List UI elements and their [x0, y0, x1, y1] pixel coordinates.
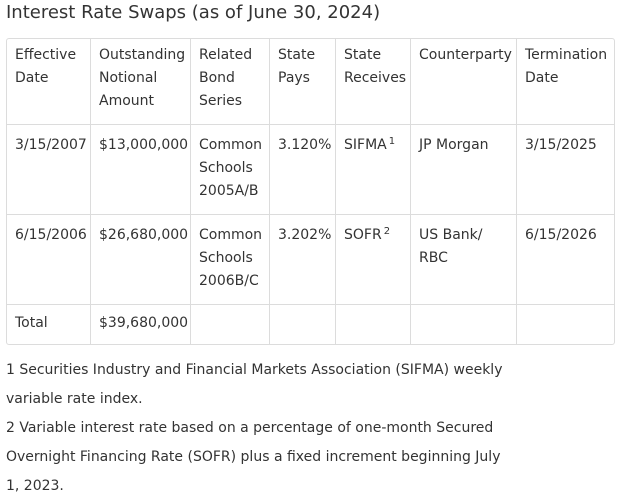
cell-state-pays: 3.120%: [270, 125, 336, 215]
interest-rate-swaps-table: Effective Date Outstanding Notional Amou…: [6, 38, 615, 345]
header-termination-date: Termination Date: [517, 39, 614, 125]
table-total-row: Total $39,680,000: [7, 305, 614, 344]
cell-state-pays: 3.202%: [270, 215, 336, 305]
cell-notional-amount: $13,000,000: [91, 125, 191, 215]
page-title: Interest Rate Swaps (as of June 30, 2024…: [6, 2, 381, 23]
header-outstanding-notional-amount: Outstanding Notional Amount: [91, 39, 191, 125]
state-receives-value: SOFR: [344, 227, 382, 243]
cell-state-receives: SOFR 2: [336, 215, 411, 305]
header-counterparty: Counterparty: [411, 39, 517, 125]
cell-termination-date: 6/15/2026: [517, 215, 614, 305]
header-state-receives: State Receives: [336, 39, 411, 125]
table-header-row: Effective Date Outstanding Notional Amou…: [7, 39, 614, 125]
header-effective-date: Effective Date: [7, 39, 91, 125]
cell-bond-series: Common Schools 2006B/C: [191, 215, 270, 305]
cell-counterparty: JP Morgan: [411, 125, 517, 215]
cell-termination-date: 3/15/2025: [517, 125, 614, 215]
header-state-pays: State Pays: [270, 39, 336, 125]
cell-counterparty: US Bank/ RBC: [411, 215, 517, 305]
state-receives-value: SIFMA: [344, 137, 387, 153]
cell-empty: [517, 305, 614, 344]
cell-notional-amount: $26,680,000: [91, 215, 191, 305]
footnote-marker: 2: [383, 226, 391, 237]
cell-bond-series: Common Schools 2005A/B: [191, 125, 270, 215]
cell-empty: [270, 305, 336, 344]
footnotes: 1 Securities Industry and Financial Mark…: [6, 356, 506, 501]
footnote-2: 2 Variable interest rate based on a perc…: [6, 420, 501, 494]
table-row: 6/15/2006 $26,680,000 Common Schools 200…: [7, 215, 614, 305]
table-row: 3/15/2007 $13,000,000 Common Schools 200…: [7, 125, 614, 215]
header-related-bond-series: Related Bond Series: [191, 39, 270, 125]
footnote-1: 1 Securities Industry and Financial Mark…: [6, 362, 503, 407]
cell-empty: [191, 305, 270, 344]
cell-total-notional: $39,680,000: [91, 305, 191, 344]
cell-effective-date: 6/15/2006: [7, 215, 91, 305]
cell-empty: [336, 305, 411, 344]
cell-state-receives: SIFMA 1: [336, 125, 411, 215]
cell-total-label: Total: [7, 305, 91, 344]
cell-effective-date: 3/15/2007: [7, 125, 91, 215]
cell-empty: [411, 305, 517, 344]
footnote-marker: 1: [388, 136, 396, 147]
